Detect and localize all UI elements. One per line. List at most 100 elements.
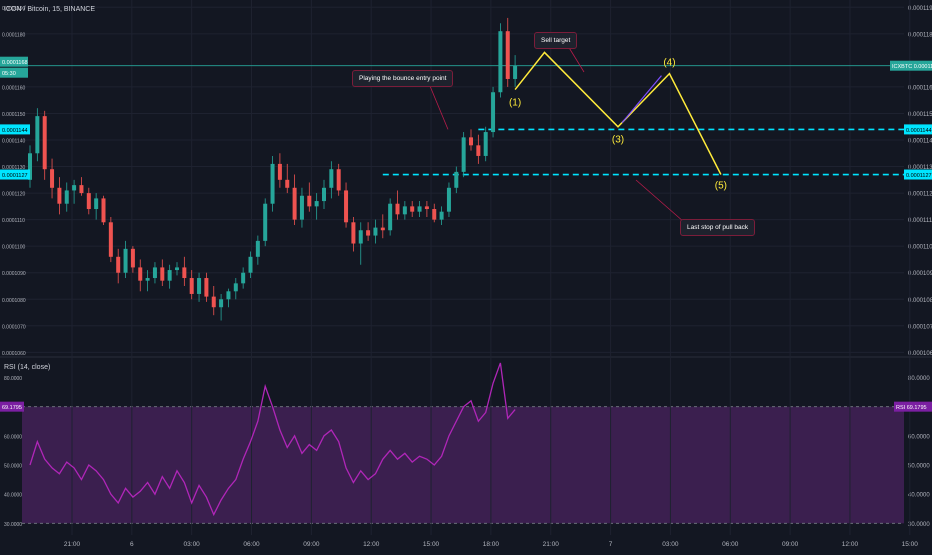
price-tick-label: 0.0001100 <box>908 245 932 251</box>
candle-body <box>307 195 312 207</box>
rsi-tick-label-left: 60.0000 <box>4 434 22 440</box>
candle-body <box>255 240 260 257</box>
candle-body <box>138 267 143 281</box>
time-tick-label: 12:00 <box>842 541 859 548</box>
candle-body <box>270 163 275 204</box>
annotation-entry[interactable]: Playing the bounce entry point <box>352 70 454 87</box>
candle-body <box>130 248 135 268</box>
candle-body <box>314 201 319 207</box>
candle-body <box>491 92 496 133</box>
time-tick-label: 21:00 <box>543 541 560 548</box>
price-tick-label-left: 0.0001150 <box>2 112 25 118</box>
candle-body <box>182 267 187 279</box>
time-tick-label: 18:00 <box>483 541 500 548</box>
price-last-badge: 0.0001168 <box>2 60 28 66</box>
candle-body <box>175 267 179 271</box>
candle-body <box>417 206 422 212</box>
candle-body <box>197 278 202 294</box>
candle-body <box>322 187 326 202</box>
rsi-tick-label: 50.0000 <box>908 464 930 470</box>
candle-body <box>108 222 113 257</box>
candle-body <box>299 195 304 220</box>
rsi-title: RSI (14, close) <box>4 364 51 371</box>
candle-body <box>145 278 150 281</box>
candle-body <box>432 209 437 220</box>
candle-body <box>505 31 510 79</box>
time-tick-label: 12:00 <box>363 541 380 548</box>
price-tick-label: 0.0001110 <box>908 218 932 224</box>
candle-body <box>226 291 231 300</box>
price-tick-label: 0.0001080 <box>908 298 932 304</box>
rsi-line <box>29 362 516 517</box>
candle-body <box>380 227 385 231</box>
candle-body <box>123 248 128 273</box>
level-low-right-badge: 0.0001127 <box>906 173 932 179</box>
time-tick-label: 6 <box>130 541 134 548</box>
time-tick-label: 7 <box>609 541 613 548</box>
level-high-right-badge: 0.0001144 <box>906 128 932 134</box>
price-tick-label: 0.0001070 <box>908 324 932 330</box>
candle-body <box>424 206 429 210</box>
symbol-title: ICON / Bitcoin, 15, BINANCE <box>4 6 96 13</box>
price-last-badge-bg <box>0 56 28 67</box>
candle-body <box>285 179 290 188</box>
candle-body <box>233 283 238 292</box>
price-right-badge-bg <box>890 60 932 71</box>
candle-body <box>50 169 55 188</box>
price-tick-label-left: 0.0001100 <box>2 245 25 251</box>
candle-body <box>211 296 216 308</box>
rsi-tick-label-left: 30.0000 <box>4 522 22 528</box>
level-high-right-badge-bg <box>904 124 932 135</box>
candle-body <box>57 187 62 204</box>
rsi-tick-label-left: 50.0000 <box>4 464 22 470</box>
wave-label: (5) <box>715 181 727 192</box>
candle-body <box>410 206 415 212</box>
candle-body <box>79 185 84 194</box>
time-tick-label: 03:00 <box>184 541 201 548</box>
rsi-right-badge: RSI 69.1795 <box>896 405 927 411</box>
wave-projection-line <box>514 51 722 175</box>
candle-body <box>94 198 99 210</box>
candle-body <box>152 267 157 279</box>
candle-body <box>277 163 282 180</box>
price-tick-label: 0.0001130 <box>908 165 932 171</box>
price-tick-label: 0.0001180 <box>908 32 932 38</box>
annotation-stop[interactable]: Last stop of pull back <box>680 219 756 236</box>
candle-body <box>469 137 473 146</box>
price-right-badge: ICXBTC 0.0001168 <box>892 64 932 70</box>
price-tick-label-left: 0.0001090 <box>2 271 26 277</box>
rsi-tick-label: 60.0000 <box>908 434 930 440</box>
arrow-line <box>621 75 662 124</box>
candle-body <box>189 278 194 294</box>
price-tick-label: 0.0001090 <box>908 271 932 277</box>
level-low-left-badge: 0.0001127 <box>2 173 28 179</box>
time-tick-label: 03:00 <box>662 541 679 548</box>
rsi-band <box>22 406 904 524</box>
candle-body <box>498 31 503 93</box>
candle-body <box>28 153 32 180</box>
candle-body <box>101 198 106 223</box>
time-tick-label: 21:00 <box>64 541 81 548</box>
price-tick-label: 0.0001190 <box>908 6 932 12</box>
candle-body <box>513 65 518 79</box>
candle-body <box>241 272 246 284</box>
price-tick-label-left: 0.0001070 <box>2 324 26 330</box>
candle-body <box>344 190 349 223</box>
candle-body <box>160 267 165 281</box>
price-tick-label: 0.0001060 <box>908 351 932 357</box>
price-sub-badge: 05:30 <box>2 71 16 77</box>
rsi-tick-label: 80.0000 <box>908 376 930 382</box>
rsi-left-badge: 69.1795 <box>2 405 22 411</box>
wave-label: (1) <box>509 98 521 109</box>
rsi-tick-label: 40.0000 <box>908 493 930 499</box>
wave-label: (4) <box>663 58 675 69</box>
candle-body <box>167 270 172 281</box>
candle-body <box>35 116 40 154</box>
candle-body <box>72 185 77 191</box>
price-tick-label-left: 0.0001130 <box>2 165 25 171</box>
candle-body <box>116 256 121 273</box>
annotation-sell[interactable]: Sell target <box>534 32 578 49</box>
candle-body <box>263 203 268 241</box>
